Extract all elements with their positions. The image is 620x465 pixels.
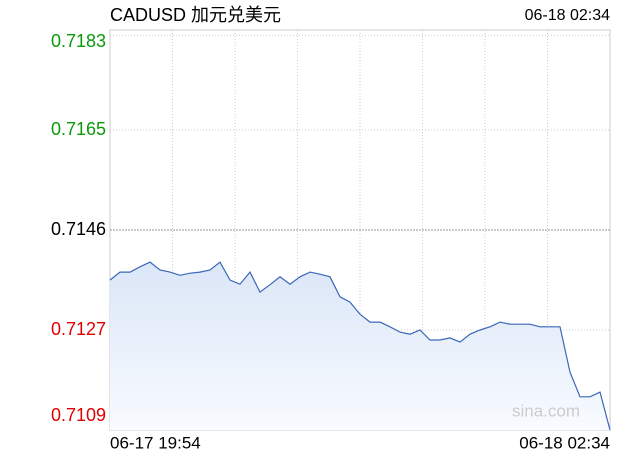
y-tick-label: 0.7146 [51, 219, 106, 239]
x-tick-label: 06-17 19:54 [110, 433, 201, 452]
watermark: sina.com [512, 401, 580, 420]
chart-title: CADUSD 加元兑美元 [110, 5, 281, 25]
area [110, 262, 610, 430]
y-tick-label: 0.7165 [51, 119, 106, 139]
y-tick-label: 0.7109 [51, 405, 106, 425]
y-tick-label: 0.7183 [51, 31, 106, 51]
timestamp: 06-18 02:34 [525, 7, 611, 24]
x-tick-label: 06-18 02:34 [519, 433, 610, 452]
y-tick-label: 0.7127 [51, 319, 106, 339]
price-line [109, 261, 611, 431]
